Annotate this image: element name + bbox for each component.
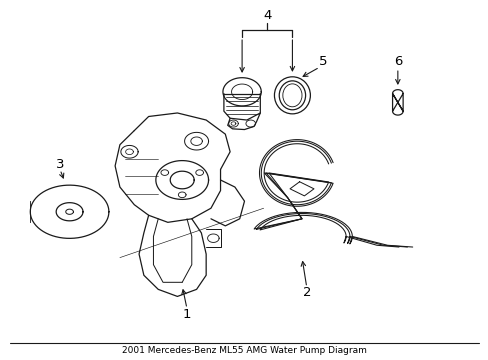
Text: 3: 3 <box>56 158 64 171</box>
Text: 4: 4 <box>263 9 271 22</box>
Text: 1: 1 <box>183 307 191 320</box>
Text: 5: 5 <box>319 55 327 68</box>
Text: 2001 Mercedes-Benz ML55 AMG Water Pump Diagram: 2001 Mercedes-Benz ML55 AMG Water Pump D… <box>122 346 366 355</box>
Text: 6: 6 <box>393 55 401 68</box>
Text: 2: 2 <box>302 287 310 300</box>
